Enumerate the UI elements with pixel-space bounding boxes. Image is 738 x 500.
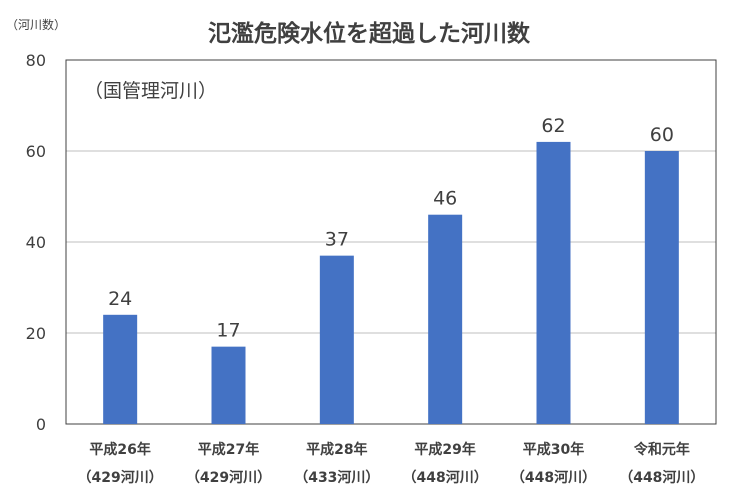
x-tick-label: 令和元年 [633, 441, 690, 458]
bar [319, 255, 354, 424]
plot-area-border [65, 59, 717, 425]
x-tick-sublabel: （433河川） [294, 469, 379, 486]
chart-title: 氾濫危険水位を超過した河川数 [208, 21, 530, 47]
bar [428, 214, 463, 424]
bar [536, 141, 571, 424]
bar [211, 346, 246, 424]
x-tick-sublabel: （429河川） [186, 469, 271, 486]
bar [103, 314, 138, 424]
x-tick-label: 平成26年 [89, 441, 150, 458]
data-label: 46 [433, 188, 457, 210]
data-label: 17 [216, 320, 240, 342]
y-tick-label: 0 [36, 415, 46, 434]
data-label: 24 [108, 288, 132, 310]
bar [644, 151, 679, 424]
y-tick-label: 60 [26, 142, 46, 161]
y-tick-label: 20 [26, 324, 46, 343]
x-tick-sublabel: （448河川） [619, 469, 704, 486]
x-tick-label: 平成27年 [198, 441, 259, 458]
data-label: 37 [325, 229, 349, 251]
chart-note: （国管理河川） [84, 80, 218, 102]
x-tick-sublabel: （429河川） [78, 469, 163, 486]
x-tick-sublabel: （448河川） [511, 469, 596, 486]
data-label: 62 [541, 115, 565, 137]
y-tick-label: 80 [26, 51, 46, 70]
x-tick-label: 平成29年 [414, 441, 475, 458]
y-axis-unit-label: （河川数） [6, 18, 67, 32]
x-tick-sublabel: （448河川） [403, 469, 488, 486]
x-tick-label: 平成30年 [523, 441, 584, 458]
y-tick-label: 40 [26, 233, 46, 252]
data-label: 60 [650, 124, 674, 146]
x-tick-label: 平成28年 [306, 441, 367, 458]
